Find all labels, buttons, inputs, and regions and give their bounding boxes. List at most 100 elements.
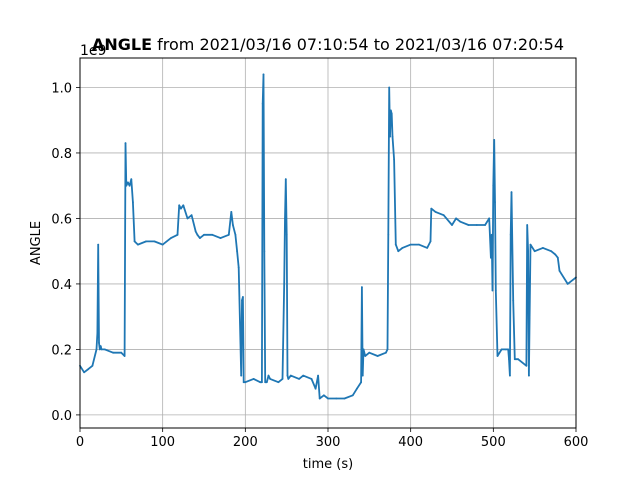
data-point xyxy=(161,243,164,246)
data-point xyxy=(492,184,495,187)
x-tick-label: 100 xyxy=(150,435,175,450)
data-point xyxy=(236,250,239,253)
data-point xyxy=(394,243,397,246)
data-point xyxy=(512,299,515,302)
data-point xyxy=(145,240,148,243)
data-point xyxy=(391,135,394,138)
y-tick-label: 1.0 xyxy=(51,81,72,96)
data-point xyxy=(442,214,445,217)
data-point xyxy=(490,256,492,259)
data-point xyxy=(252,378,255,380)
data-point xyxy=(281,378,284,380)
y-offset-text: 1e9 xyxy=(80,43,106,59)
data-point xyxy=(504,348,507,351)
data-point xyxy=(178,204,181,207)
data-point xyxy=(96,332,99,334)
data-point xyxy=(186,217,189,220)
data-point xyxy=(387,233,390,236)
data-point xyxy=(389,135,391,138)
data-point xyxy=(528,374,530,377)
data-point xyxy=(356,387,358,390)
data-point xyxy=(244,381,247,384)
data-point xyxy=(550,250,553,253)
data-point xyxy=(196,233,199,236)
series-layer xyxy=(79,73,577,400)
data-point xyxy=(554,253,557,256)
title-bold: ANGLE xyxy=(92,35,152,54)
data-point xyxy=(277,381,280,384)
y-axis: 0.0 0.2 0.4 0.6 0.8 1.0 xyxy=(51,81,80,424)
x-tick-label: 400 xyxy=(398,435,423,450)
data-point xyxy=(409,243,412,246)
data-point xyxy=(361,286,363,289)
data-point xyxy=(390,112,393,115)
data-point xyxy=(100,348,103,351)
data-point xyxy=(137,243,139,246)
data-point xyxy=(317,374,319,377)
data-point xyxy=(566,283,569,285)
y-tick-label: 0.0 xyxy=(51,409,72,424)
data-point xyxy=(362,348,365,351)
data-point xyxy=(153,240,156,243)
data-point xyxy=(488,217,491,220)
data-point xyxy=(194,230,197,233)
data-point xyxy=(182,204,185,207)
data-point xyxy=(430,207,433,210)
data-point xyxy=(287,378,290,380)
data-point xyxy=(426,247,429,249)
data-point xyxy=(490,233,493,236)
data-point xyxy=(361,374,364,377)
data-point xyxy=(484,224,486,226)
data-point xyxy=(364,355,367,357)
data-point xyxy=(234,233,237,236)
data-point xyxy=(286,374,289,377)
data-point xyxy=(388,86,391,89)
data-point xyxy=(262,73,265,76)
x-axis: 0 100 200 300 400 500 600 xyxy=(76,428,588,450)
data-point xyxy=(99,345,102,347)
data-point xyxy=(302,374,305,377)
data-point xyxy=(418,243,420,246)
data-point xyxy=(451,224,453,226)
data-point xyxy=(232,224,234,226)
data-point xyxy=(500,348,503,351)
data-point xyxy=(385,351,387,354)
data-point xyxy=(533,250,536,253)
data-point xyxy=(496,355,499,357)
data-point xyxy=(314,387,317,390)
y-tick-label: 0.6 xyxy=(51,212,72,227)
data-point xyxy=(509,233,512,236)
data-point xyxy=(459,220,462,223)
data-point xyxy=(491,289,494,292)
title-rest: from 2021/03/16 07:10:54 to 2021/03/16 0… xyxy=(152,35,564,54)
data-point xyxy=(310,378,313,380)
data-point xyxy=(494,201,496,204)
data-point xyxy=(475,224,478,226)
data-point xyxy=(284,217,286,220)
data-point xyxy=(240,374,243,377)
data-point xyxy=(513,358,516,361)
data-point xyxy=(219,237,222,240)
data-point xyxy=(289,374,292,377)
data-point xyxy=(542,247,544,249)
data-point xyxy=(527,250,529,253)
data-point xyxy=(87,368,90,370)
data-point xyxy=(190,214,193,217)
data-point xyxy=(211,233,214,236)
data-point xyxy=(97,243,100,246)
data-point xyxy=(130,178,133,181)
data-point xyxy=(269,378,271,380)
data-point xyxy=(242,381,245,384)
data-point xyxy=(556,256,559,259)
data-point xyxy=(103,348,106,351)
data-point xyxy=(434,211,437,213)
data-point xyxy=(285,233,288,236)
data-point xyxy=(343,397,346,400)
data-point xyxy=(265,381,268,384)
data-point xyxy=(203,233,205,236)
data-point xyxy=(123,355,126,357)
data-point xyxy=(376,355,379,357)
data-point xyxy=(237,266,240,269)
data-point xyxy=(386,348,389,351)
